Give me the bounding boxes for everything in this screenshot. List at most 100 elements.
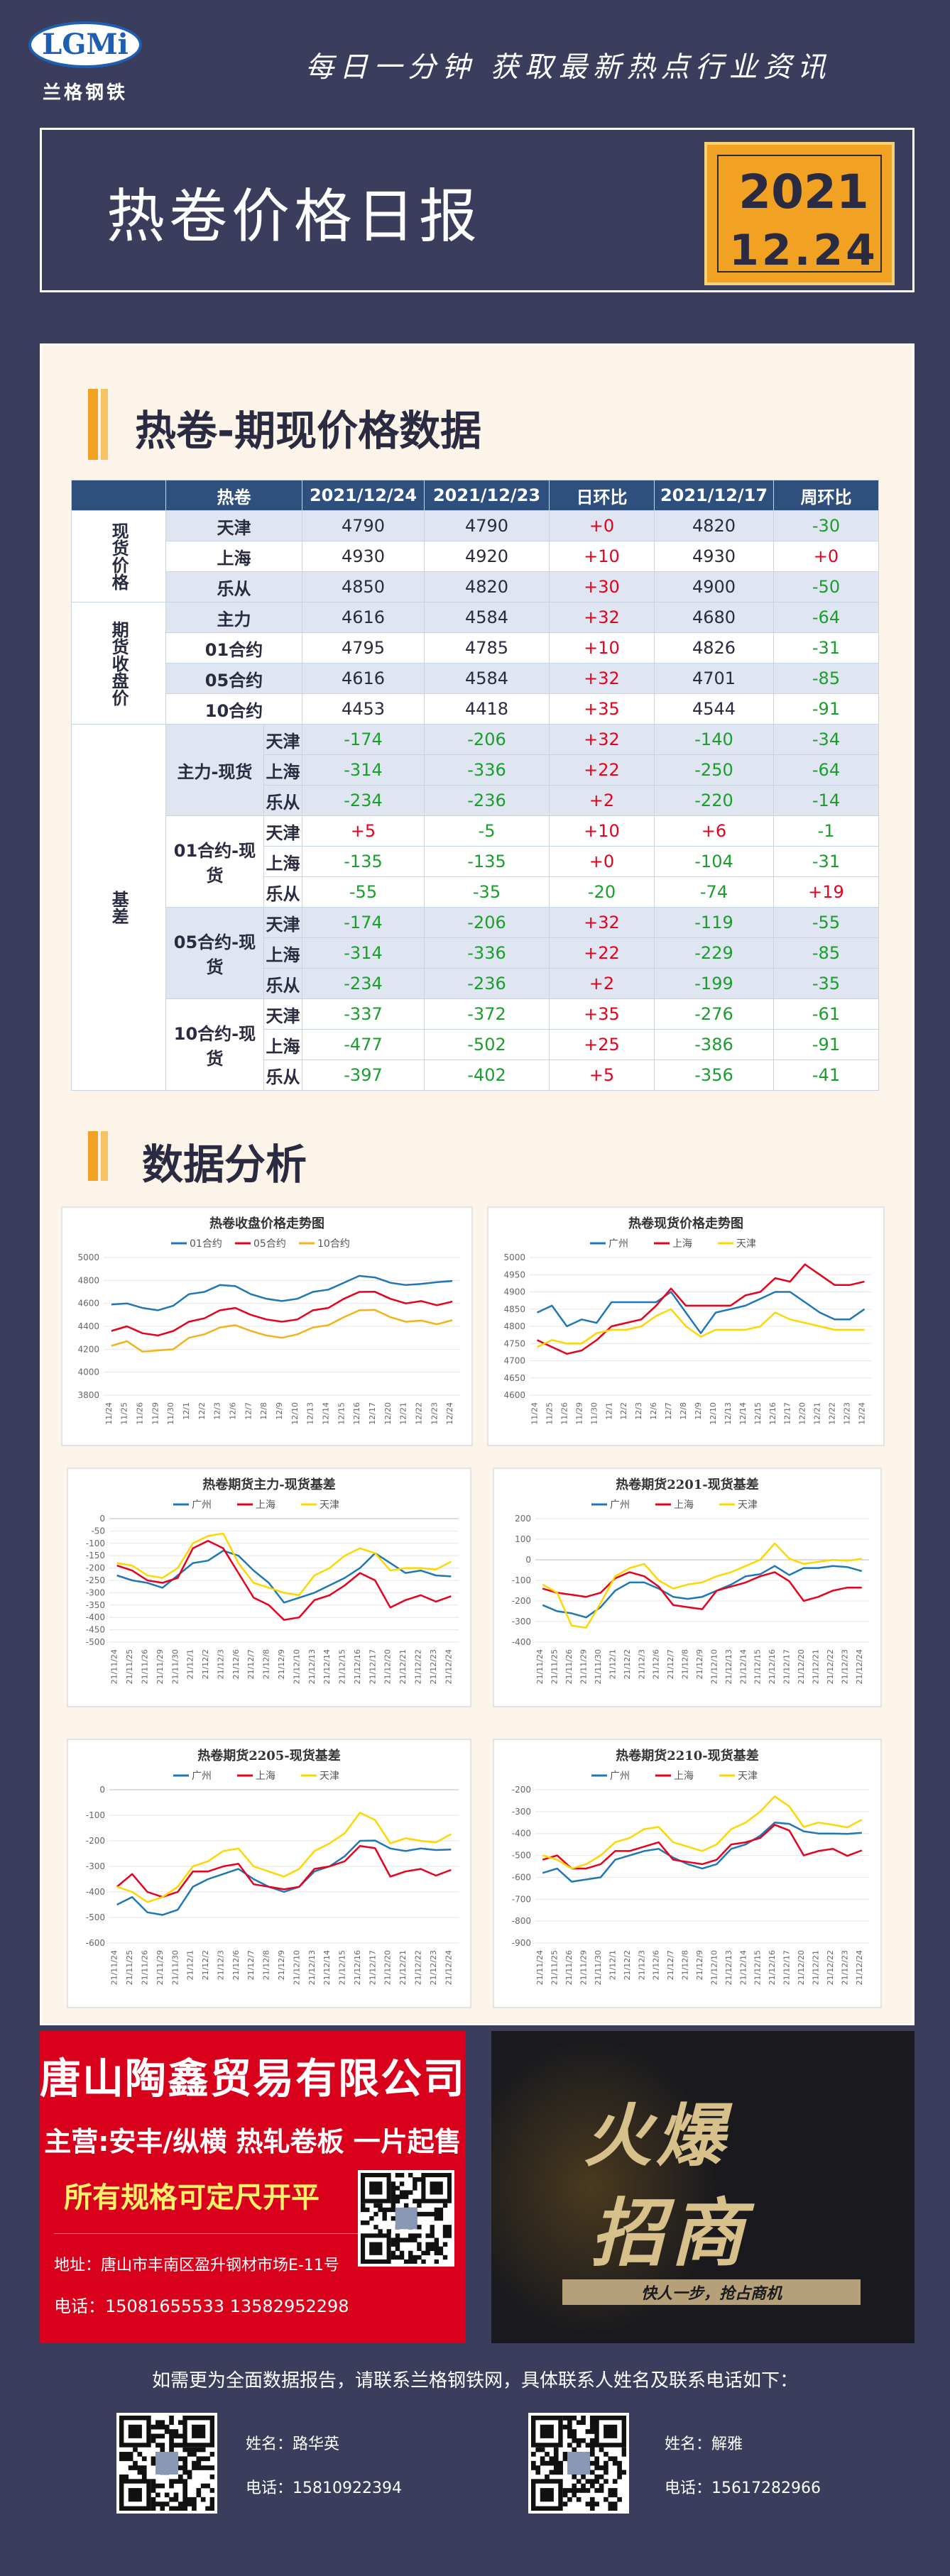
qr-module: [442, 2242, 448, 2247]
qr-module: [378, 2207, 383, 2213]
qr-module: [567, 2497, 572, 2502]
qr-module: [192, 2460, 197, 2466]
table-cell: -386: [654, 1029, 774, 1060]
x-tick-label: 21/12/15: [753, 1649, 763, 1684]
table-row: 05合约 4616 4584 +32 4701 -85: [72, 663, 879, 694]
qr-module: [395, 2173, 400, 2178]
table-row: 01合约 4795 4785 +10 4826 -31: [72, 632, 879, 664]
basis-group-label: 主力-现货: [165, 724, 264, 816]
series-line-3: [536, 1308, 865, 1348]
y-tick-label: 4800: [503, 1321, 525, 1331]
qr-module: [430, 2229, 435, 2234]
qr-module: [399, 2190, 405, 2195]
ad-taoxin[interactable]: 唐山陶鑫贸易有限公司 主营:安丰/纵横 热轧卷板 一片起售 所有规格可定尺开平 …: [40, 2031, 466, 2343]
qr-module: [169, 2506, 174, 2511]
qr-module: [192, 2506, 197, 2511]
table-cell: 乐从: [263, 1059, 303, 1091]
qr-module: [160, 2483, 165, 2489]
qr-module: [417, 2203, 422, 2208]
series-line-3: [542, 1795, 863, 1870]
section-marker: [101, 389, 108, 460]
qr-module: [567, 2443, 572, 2448]
qr-module: [572, 2416, 577, 2421]
qr-module: [434, 2259, 439, 2264]
qr-module: [540, 2488, 554, 2502]
qr-module: [141, 2474, 147, 2479]
x-tick-label: 12/3: [634, 1402, 643, 1420]
qr-module: [572, 2429, 577, 2434]
x-tick-label: 12/23: [843, 1402, 852, 1425]
y-tick-label: 5000: [77, 1253, 99, 1262]
table-cell: +32: [549, 724, 655, 755]
date-badge: 2021 12.24: [704, 142, 895, 285]
qr-module: [178, 2433, 183, 2439]
qr-module: [395, 2246, 400, 2252]
qr-module: [187, 2497, 192, 2502]
x-tick-label: 12/1: [182, 1402, 191, 1420]
qr-module: [438, 2211, 444, 2217]
qr-module: [151, 2424, 156, 2430]
qr-module: [164, 2424, 170, 2430]
qr-module: [585, 2479, 591, 2484]
qr-module: [151, 2483, 156, 2489]
qr-module: [608, 2492, 613, 2498]
qr-module: [442, 2225, 448, 2230]
qr-module: [137, 2470, 143, 2475]
x-tick-label: 21/12/22: [414, 1950, 423, 1985]
table-cell: -174: [302, 724, 425, 755]
qr-module: [209, 2452, 215, 2457]
qr-module: [182, 2470, 188, 2475]
qr-module: [617, 2465, 622, 2470]
x-tick-label: 21/12/7: [246, 1649, 256, 1679]
qr-module: [558, 2470, 563, 2475]
qr-module: [192, 2465, 197, 2470]
y-tick-label: -600: [512, 1872, 531, 1882]
table-cell: +19: [773, 876, 879, 908]
qr-module: [430, 2246, 435, 2252]
section-title-analysis: 数据分析: [142, 1140, 307, 1189]
qr-module: [589, 2438, 595, 2443]
qr-module: [434, 2216, 439, 2221]
qr-module: [562, 2424, 568, 2430]
qr-module: [562, 2456, 568, 2462]
chart-title: 热卷收盘价格走势图: [209, 1216, 324, 1231]
legend-label: 上海: [674, 1499, 694, 1511]
x-tick-label: 21/12/16: [353, 1649, 362, 1684]
legend-label: 天津: [320, 1499, 339, 1511]
qr-module: [151, 2433, 156, 2439]
x-tick-label: 11/25: [545, 1402, 554, 1425]
qr-module: [425, 2246, 430, 2252]
qr-module: [399, 2238, 405, 2242]
qr-module: [434, 2250, 439, 2256]
x-tick-label: 21/12/23: [840, 1649, 849, 1684]
x-tick-label: 21/11/29: [155, 1649, 165, 1684]
ad-recruit[interactable]: 火爆 招商 快人一步，抢占商机: [491, 2031, 914, 2343]
qr-module: [594, 2460, 600, 2466]
x-tick-label: 21/12/2: [201, 1649, 210, 1679]
qr-module: [403, 2194, 409, 2199]
x-tick-label: 21/12/15: [338, 1950, 347, 1985]
qr-module: [567, 2424, 572, 2430]
qr-module: [413, 2259, 417, 2264]
x-tick-label: 21/12/6: [231, 1649, 241, 1679]
y-tick-label: -400: [86, 1612, 105, 1622]
qr-module: [173, 2506, 179, 2511]
x-tick-label: 21/12/23: [429, 1649, 438, 1684]
legend-label: 广州: [192, 1499, 212, 1511]
table-cell: -402: [424, 1059, 550, 1091]
qr-module: [576, 2488, 582, 2493]
qr-module: [182, 2492, 188, 2498]
x-tick-label: 21/12/7: [666, 1649, 675, 1679]
x-tick-label: 21/12/13: [307, 1649, 317, 1684]
contact-phone: 电话：15617282966: [665, 2479, 821, 2497]
table-cell: +2: [549, 968, 655, 999]
x-tick-label: 21/12/24: [444, 1649, 453, 1684]
qr-module: [621, 2470, 627, 2475]
x-tick-label: 11/29: [574, 1402, 584, 1425]
x-tick-label: 12/15: [337, 1402, 346, 1425]
qr-module: [553, 2452, 559, 2457]
table-cell: -35: [424, 876, 550, 908]
qr-module: [549, 2460, 555, 2466]
legend-label: 上海: [674, 1771, 694, 1782]
x-tick-label: 21/12/16: [353, 1950, 362, 1985]
